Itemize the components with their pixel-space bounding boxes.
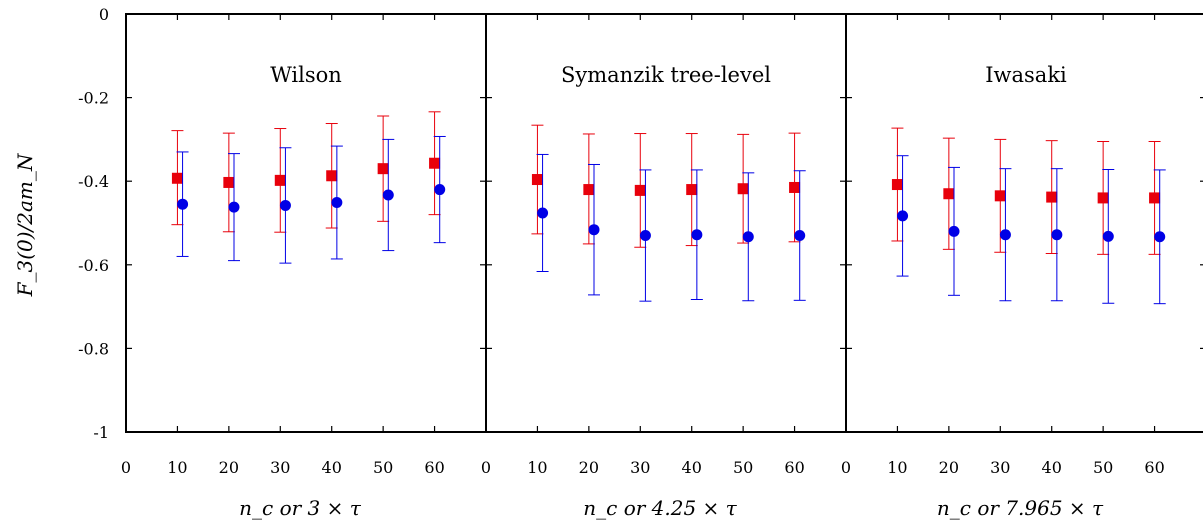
data-point-circle (794, 230, 806, 242)
data-point-circle (434, 184, 446, 196)
data-point-square (531, 174, 543, 186)
panel-1: 0 -0.2 -0.4 -0.6 -0.8 -1 0 10 20 30 40 50 60 Wilson n_… (78, 5, 487, 520)
panel-title: Symanzik tree-level (561, 63, 771, 87)
data-point-square (943, 188, 955, 200)
x-tick-label: 60 (1144, 458, 1164, 477)
y-tick-label: -0.8 (78, 339, 109, 358)
data-point-square (891, 179, 903, 191)
data-point-circle (639, 230, 651, 242)
y-axis-title: F_3(0)/2am_N (13, 152, 37, 297)
data-point-circle (228, 201, 240, 213)
red-square-series (891, 127, 1161, 255)
red-square-series (531, 124, 801, 248)
data-point-circle (999, 229, 1011, 241)
x-tick-label: 30 (630, 458, 650, 477)
data-point-square (326, 170, 338, 182)
data-point-square (737, 183, 749, 195)
blue-circle-series (536, 153, 806, 302)
x-tick-label: 10 (527, 458, 547, 477)
data-point-circle (382, 189, 394, 201)
x-tick-label: 20 (219, 458, 239, 477)
data-point-circle (1102, 230, 1114, 242)
y-tick-label: -0.2 (78, 89, 109, 108)
panel-2: 0 10 20 30 40 50 60 Symanzik tree-level n_c or 4… (481, 13, 847, 520)
data-point-circle (1051, 229, 1063, 241)
data-point-circle (177, 198, 189, 210)
x-axis-title: n_c or 4.25 × τ (583, 496, 737, 520)
data-point-square (223, 176, 235, 188)
x-tick-label: 50 (1093, 458, 1113, 477)
plot-frame (845, 13, 1203, 433)
data-point-square (171, 172, 183, 184)
y-tick-label: -1 (93, 423, 109, 442)
x-tick-label: 20 (579, 458, 599, 477)
red-square-series (171, 111, 441, 233)
data-point-circle (1154, 231, 1166, 243)
x-tick-label: 0 (121, 458, 131, 477)
data-point-square (583, 184, 595, 196)
x-tick-label: 10 (167, 458, 187, 477)
y-tick-label: -0.6 (78, 256, 109, 275)
panels-group: 0 -0.2 -0.4 -0.6 -0.8 -1 0 10 20 30 40 50 60 Wilson n_… (78, 5, 1203, 520)
data-point-circle (588, 224, 600, 236)
x-tick-label: 50 (733, 458, 753, 477)
x-tick-label: 60 (784, 458, 804, 477)
data-point-square (686, 184, 698, 196)
x-tick-label: 60 (424, 458, 444, 477)
data-point-square (1149, 192, 1161, 204)
data-point-square (377, 163, 389, 175)
panel-title: Iwasaki (985, 63, 1067, 87)
x-tick-label: 40 (322, 458, 342, 477)
data-point-circle (742, 231, 754, 243)
y-tick-label: 0 (99, 5, 109, 24)
x-tick-label: 0 (481, 458, 491, 477)
blue-circle-series (896, 155, 1166, 305)
x-axis-title: n_c or 7.965 × τ (937, 496, 1104, 520)
panel-3: 0 10 20 30 40 50 60 Iwasaki n_c or 7.965 × τ (841, 13, 1203, 520)
x-tick-label: 30 (990, 458, 1010, 477)
x-tick-label: 20 (939, 458, 959, 477)
data-point-square (1097, 192, 1109, 204)
x-tick-label: 50 (373, 458, 393, 477)
data-point-square (789, 181, 801, 193)
data-point-circle (897, 210, 909, 222)
data-point-circle (691, 229, 703, 241)
data-point-square (994, 190, 1006, 202)
data-point-circle (948, 225, 960, 237)
data-point-circle (537, 207, 549, 219)
data-point-square (634, 184, 646, 196)
data-point-circle (331, 197, 343, 209)
x-tick-label: 0 (841, 458, 851, 477)
data-point-square (1046, 191, 1058, 203)
x-tick-label: 40 (1042, 458, 1062, 477)
blue-circle-series (176, 135, 446, 264)
x-axis-title: n_c or 3 × τ (239, 496, 362, 520)
data-point-circle (279, 199, 291, 211)
data-point-square (429, 157, 441, 169)
panel-title: Wilson (270, 63, 342, 87)
data-point-square (274, 174, 286, 186)
x-tick-label: 10 (887, 458, 907, 477)
x-tick-label: 30 (270, 458, 290, 477)
x-tick-label: 40 (682, 458, 702, 477)
y-tick-label: -0.4 (78, 172, 109, 191)
